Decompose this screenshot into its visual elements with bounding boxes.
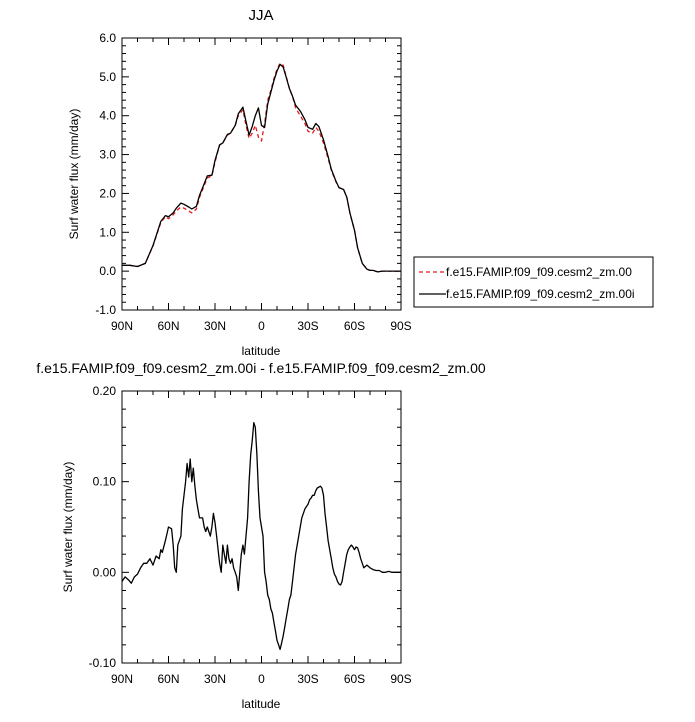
x-tick-label: 30N [204,319,226,333]
y-tick-label: 4.0 [99,109,116,123]
y-tick-label: 1.0 [99,225,116,239]
x-tick-label: 30N [204,672,226,686]
y-tick-label: 3.0 [99,148,116,162]
y-tick-label: 6.0 [99,31,116,45]
x-tick-label: 60S [344,319,365,333]
x-tick-label: 60N [157,672,179,686]
y-tick-label: 0.00 [93,565,117,579]
x-tick-label: 30S [297,672,318,686]
bottom-x-axis-label: latitude [242,697,281,711]
x-tick-label: 60S [344,672,365,686]
bottom-chart: f.e15.FAMIP.f09_f09.cesm2_zm.00i - f.e15… [36,360,485,711]
legend-box [413,256,654,308]
top-x-axis-label: latitude [242,344,281,358]
y-tick-label: 0.20 [93,384,117,398]
y-tick-label: -0.10 [89,656,117,670]
series-line-0-0 [122,62,401,273]
legend-label-00i: f.e15.FAMIP.f09_f09.cesm2_zm.00i [446,287,635,301]
x-tick-label: 0 [258,319,265,333]
x-tick-label: 90S [390,672,411,686]
x-tick-label: 90S [390,319,411,333]
top-chart: JJA 90N 60N 30N 0 30S 60S 90S -1.0 0.0 1.0 2.0 3.0 4… [67,7,654,358]
x-tick-label: 60N [157,319,179,333]
top-y-axis-label: Surf water flux (mm/day) [67,109,81,240]
y-tick-label: 0.0 [99,264,116,278]
series-line-1-0 [121,422,401,651]
y-tick-label: 5.0 [99,70,116,84]
legend: f.e15.FAMIP.f09_f09.cesm2_zm.00 f.e15.FA… [413,256,654,308]
bottom-plot-frame [121,390,402,664]
x-tick-label: 90N [111,672,133,686]
top-plot-frame [121,37,402,311]
y-tick-label: 2.0 [99,186,116,200]
y-tick-label: 0.10 [93,475,117,489]
x-tick-label: 90N [111,319,133,333]
y-tick-label: -1.0 [95,303,116,317]
x-tick-label: 30S [297,319,318,333]
bottom-y-axis-label: Surf water flux (mm/day) [61,462,75,593]
bottom-chart-title: f.e15.FAMIP.f09_f09.cesm2_zm.00i - f.e15… [36,360,485,376]
series-line-0-1 [122,63,401,273]
x-tick-label: 0 [258,672,265,686]
top-chart-title: JJA [248,7,273,24]
legend-label-00: f.e15.FAMIP.f09_f09.cesm2_zm.00 [446,265,632,279]
